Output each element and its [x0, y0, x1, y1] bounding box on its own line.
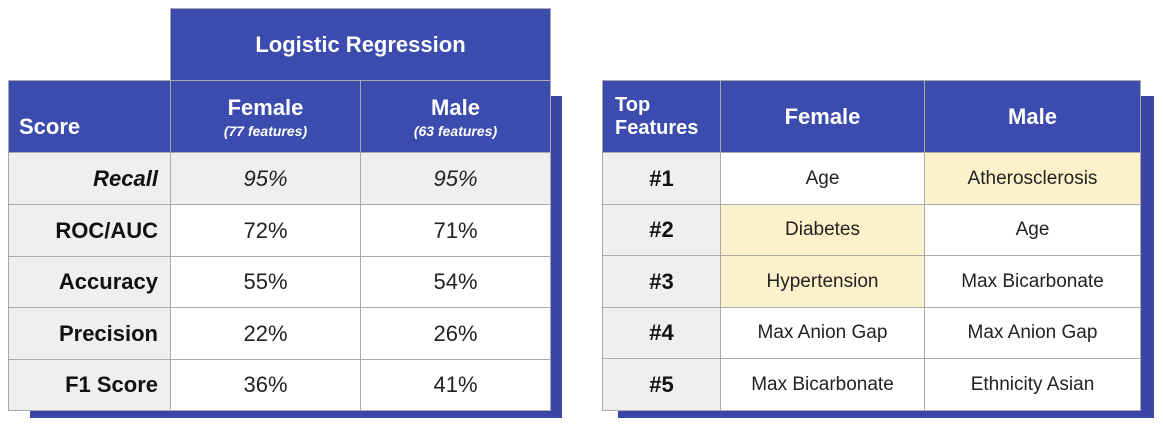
cell-male-recall: 95% — [360, 152, 551, 205]
female-column-header: Female (77 features) — [170, 80, 361, 153]
top-features-table: Top Features Female Male #1 Age Atherosc… — [602, 80, 1141, 411]
female-feature-5: Max Bicarbonate — [720, 358, 925, 411]
rank-4: #4 — [602, 307, 721, 359]
cell-female-roc-auc: 72% — [170, 204, 361, 257]
rank-5: #5 — [602, 358, 721, 411]
rank-2: #2 — [602, 204, 721, 256]
female-feature-count: (77 features) — [223, 122, 308, 139]
male-column-header: Male (63 features) — [360, 80, 551, 153]
cell-male-roc-auc: 71% — [360, 204, 551, 257]
female-feature-4: Max Anion Gap — [720, 307, 925, 359]
male-feature-4: Max Anion Gap — [924, 307, 1141, 359]
row-label-f1-score: F1 Score — [8, 359, 171, 411]
row-label-precision: Precision — [8, 307, 171, 360]
top-features-header: Top Features — [602, 80, 721, 153]
table-row: ROC/AUC 72% 71% — [8, 204, 551, 257]
male-feature-1: Atherosclerosis — [924, 152, 1141, 205]
cell-female-f1-score: 36% — [170, 359, 361, 411]
male-feature-3: Max Bicarbonate — [924, 255, 1141, 308]
cell-female-recall: 95% — [170, 152, 361, 205]
blank-corner — [9, 9, 171, 81]
female-feature-1: Age — [720, 152, 925, 205]
rank-1: #1 — [602, 152, 721, 205]
female-feature-2: Diabetes — [720, 204, 925, 256]
table-row: #1 Age Atherosclerosis — [602, 152, 1141, 205]
male-features-header: Male — [924, 80, 1141, 153]
table-row: #2 Diabetes Age — [602, 204, 1141, 256]
female-features-header: Female — [720, 80, 925, 153]
cell-female-accuracy: 55% — [170, 256, 361, 308]
female-feature-3: Hypertension — [720, 255, 925, 308]
table-row: #3 Hypertension Max Bicarbonate — [602, 255, 1141, 308]
cell-male-f1-score: 41% — [360, 359, 551, 411]
table-row: #5 Max Bicarbonate Ethnicity Asian — [602, 358, 1141, 411]
cell-male-accuracy: 54% — [360, 256, 551, 308]
rank-3: #3 — [602, 255, 721, 308]
male-feature-2: Age — [924, 204, 1141, 256]
table-row: Accuracy 55% 54% — [8, 256, 551, 308]
cell-female-precision: 22% — [170, 307, 361, 360]
male-feature-count: (63 features) — [413, 122, 498, 139]
female-column-label: Female — [227, 94, 304, 120]
row-label-recall: Recall — [8, 152, 171, 205]
table-row: #4 Max Anion Gap Max Anion Gap — [602, 307, 1141, 359]
table-row: Precision 22% 26% — [8, 307, 551, 360]
cell-male-precision: 26% — [360, 307, 551, 360]
row-label-roc-auc: ROC/AUC — [8, 204, 171, 257]
male-column-label: Male — [431, 94, 480, 120]
male-feature-5: Ethnicity Asian — [924, 358, 1141, 411]
row-label-accuracy: Accuracy — [8, 256, 171, 308]
logistic-regression-scores-table: Logistic Regression Score Female (77 fea… — [8, 8, 551, 411]
group-header-logistic-regression: Logistic Regression — [170, 8, 551, 81]
score-column-header: Score — [8, 80, 171, 153]
table-row: Recall 95% 95% — [8, 152, 551, 205]
table-row: F1 Score 36% 41% — [8, 359, 551, 411]
